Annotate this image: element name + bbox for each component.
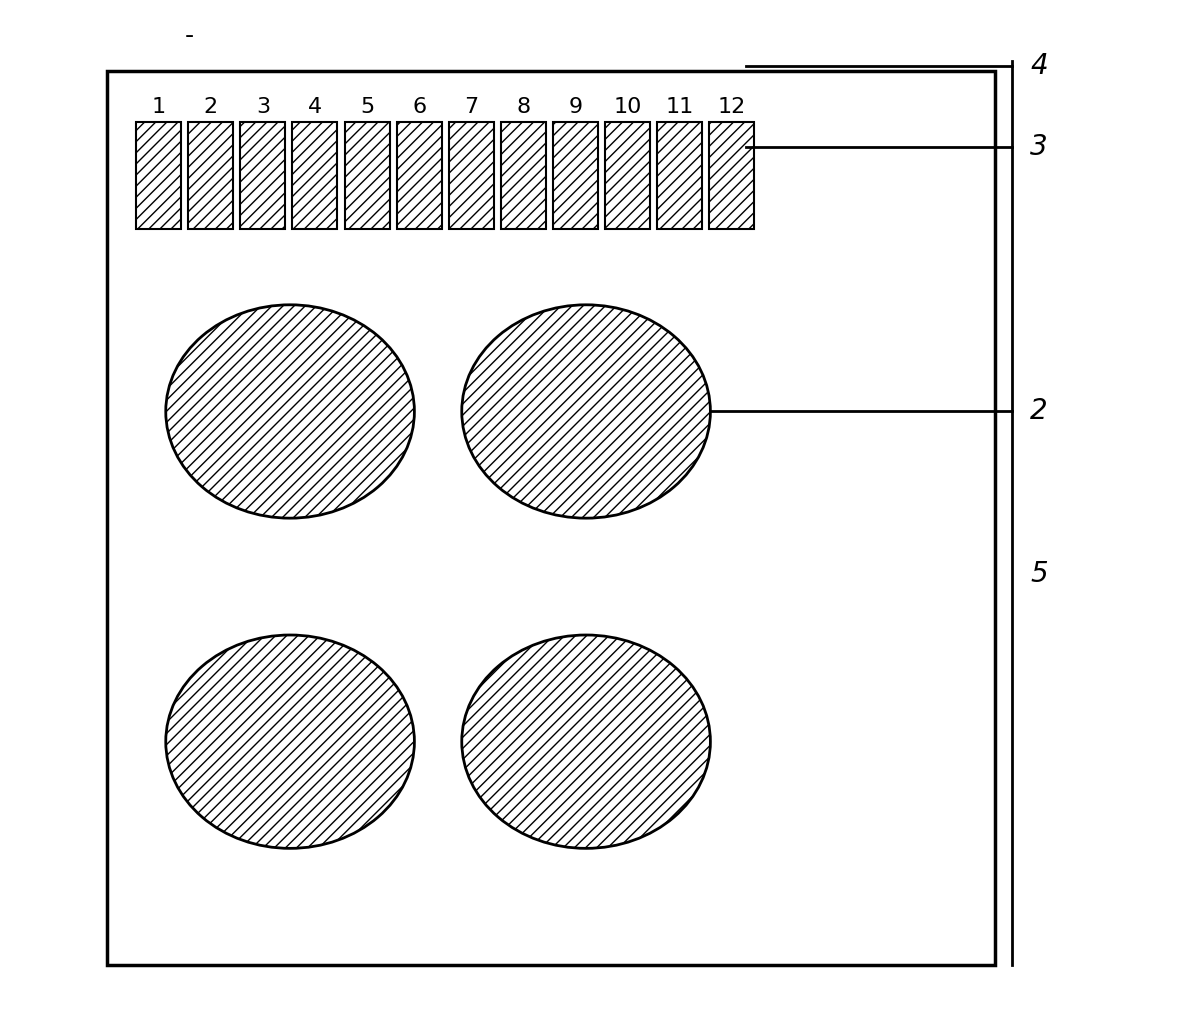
Text: 12: 12 (718, 97, 746, 117)
Text: 7: 7 (464, 97, 478, 117)
Text: 4: 4 (1030, 52, 1048, 80)
Text: 5: 5 (1030, 560, 1048, 588)
Text: 4: 4 (308, 97, 322, 117)
Circle shape (166, 305, 414, 518)
Bar (449, 122, 494, 229)
Bar (188, 122, 233, 229)
Bar (136, 122, 181, 229)
Text: 1: 1 (152, 97, 166, 117)
Text: 6: 6 (412, 97, 426, 117)
Circle shape (462, 635, 710, 848)
Bar (657, 122, 702, 229)
Text: 3: 3 (256, 97, 270, 117)
Bar (501, 122, 546, 229)
Bar (345, 122, 390, 229)
Bar (107, 71, 995, 965)
Text: 3: 3 (1030, 133, 1048, 162)
Circle shape (462, 305, 710, 518)
Bar (709, 122, 754, 229)
Bar (397, 122, 442, 229)
Text: 9: 9 (568, 97, 583, 117)
Text: 10: 10 (613, 97, 642, 117)
Text: 8: 8 (516, 97, 530, 117)
Bar (553, 122, 598, 229)
Text: 2: 2 (204, 97, 218, 117)
Bar (605, 122, 650, 229)
Text: 2: 2 (1030, 397, 1048, 426)
Circle shape (166, 635, 414, 848)
Text: -: - (185, 23, 194, 48)
Bar (240, 122, 285, 229)
Text: 11: 11 (665, 97, 694, 117)
Text: 5: 5 (360, 97, 374, 117)
Bar (292, 122, 337, 229)
